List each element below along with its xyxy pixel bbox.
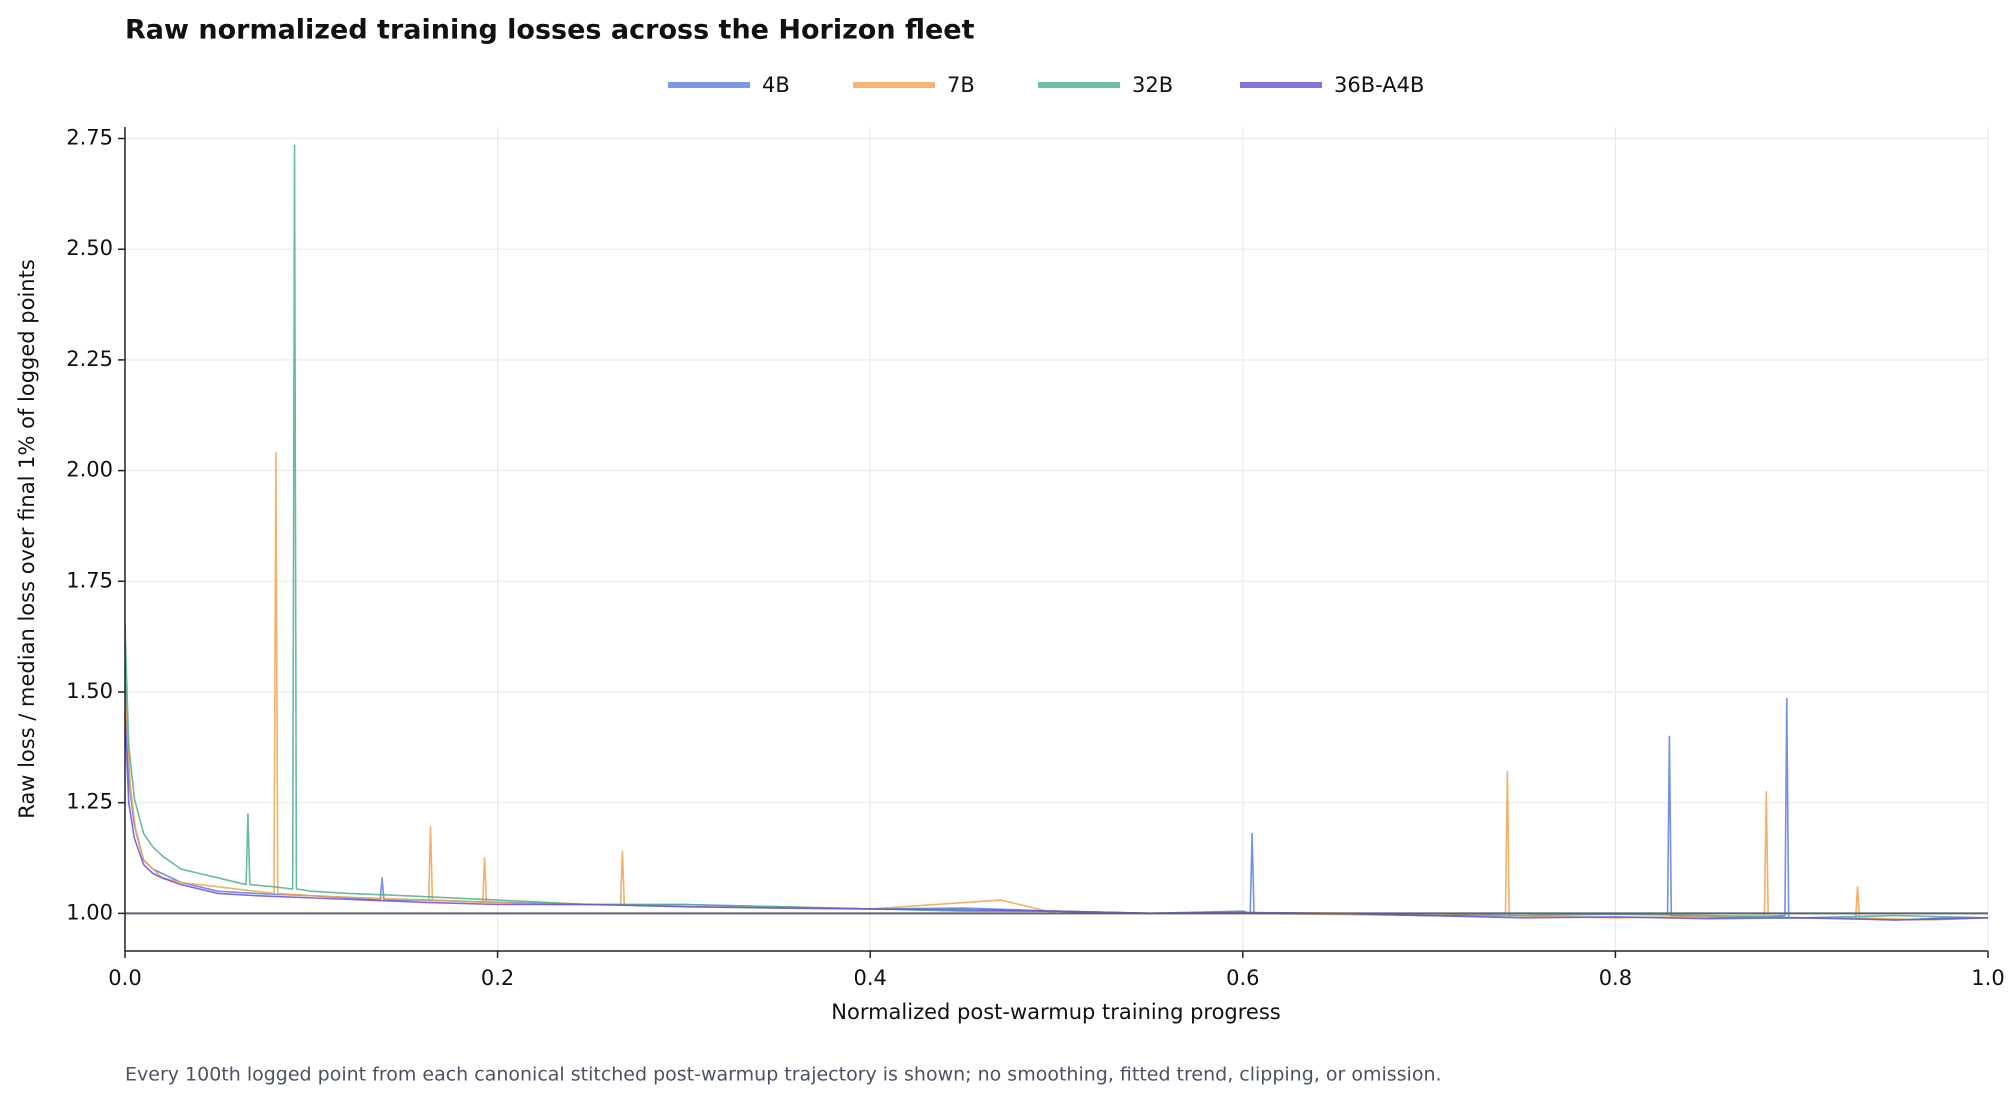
y-tick-label: 2.50 [66,236,113,260]
footnote: Every 100th logged point from each canon… [125,1064,1442,1086]
x-tick-label: 0.8 [1599,966,1632,990]
legend-label: 32B [1132,73,1173,97]
x-tick-label: 0.6 [1226,966,1259,990]
y-tick-label: 2.00 [66,458,113,482]
x-axis-label: Normalized post-warmup training progress [831,1000,1280,1024]
series-line [124,669,1988,921]
y-tick-label: 1.25 [66,790,113,814]
series-line [124,452,1989,921]
y-tick-label: 2.75 [66,126,113,150]
series-line [124,714,1989,921]
y-tick-label: 2.25 [66,347,113,371]
y-tick-label: 1.75 [66,568,113,592]
y-tick-label: 1.50 [66,679,113,703]
y-tick-label: 1.00 [66,900,113,924]
chart-title: Raw normalized training losses across th… [125,15,975,46]
y-axis-label: Raw loss / median loss over final 1% of … [15,259,39,819]
x-tick-label: 0.2 [481,966,514,990]
x-tick-label: 0.0 [108,966,141,990]
legend-label: 7B [947,73,975,97]
series-line [124,144,1989,919]
x-tick-label: 1.0 [1971,966,2004,990]
x-tick-label: 0.4 [853,966,886,990]
legend-label: 4B [762,73,790,97]
legend-label: 36B-A4B [1334,73,1424,97]
